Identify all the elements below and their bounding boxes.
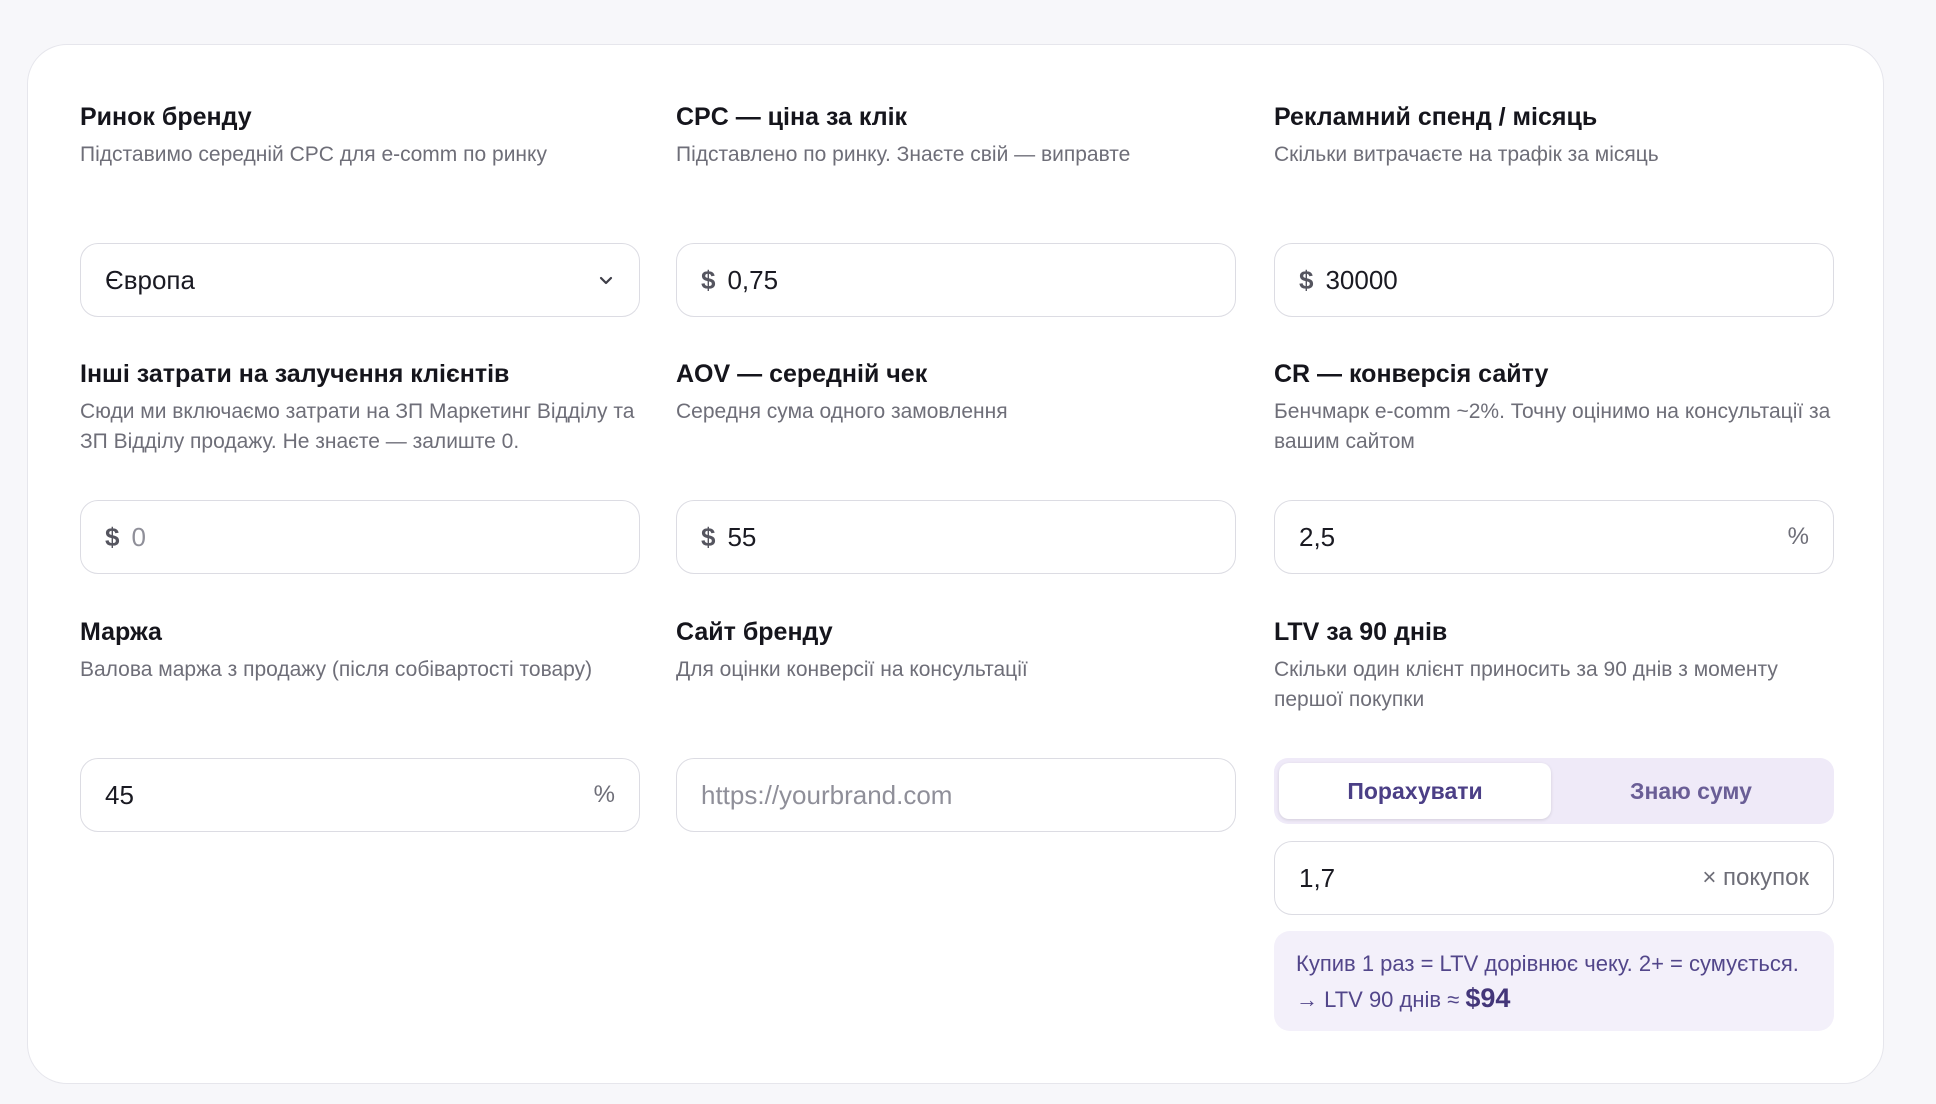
input-prefix: $: [1299, 264, 1314, 295]
input-value: 30000: [1325, 264, 1398, 295]
field-description: Підставимо середній CPC для e-comm по ри…: [80, 143, 547, 166]
field-label: Рекламний спенд / місяць: [1274, 103, 1598, 131]
field-label: CPC — ціна за клік: [676, 103, 908, 131]
text-input[interactable]: https://yourbrand.com: [676, 758, 1236, 832]
input-value: 2,5: [1299, 521, 1336, 552]
input-suffix: %: [1787, 523, 1809, 550]
input-value: 55: [727, 521, 757, 552]
note-result: $94: [1465, 983, 1511, 1013]
input-prefix: $: [701, 521, 716, 552]
input-prefix: $: [105, 521, 120, 552]
input-value: Європа: [105, 264, 195, 295]
input-prefix: $: [701, 264, 716, 295]
field-label: Інші затрати на залучення клієнтів: [80, 360, 510, 388]
field-label: Маржа: [80, 618, 162, 646]
field-label: Ринок бренду: [80, 103, 252, 131]
field-description: Середня сума одного замовлення: [676, 400, 1008, 423]
input-placeholder: 0: [131, 521, 146, 552]
field-label: LTV за 90 днів: [1274, 618, 1448, 646]
field-label: CR — конверсія сайту: [1274, 360, 1549, 388]
tab-button[interactable]: Знаю суму: [1630, 777, 1752, 804]
field-description: Сюди ми включаємо затрати на ЗП Маркетин…: [80, 400, 635, 453]
field-description: Підставлено по ринку. Знаєте свій — випр…: [676, 143, 1131, 166]
text-input[interactable]: $0,75: [676, 243, 1236, 317]
note-text: Купив 1 раз = LTV дорівнює чеку. 2+ = су…: [1296, 951, 1799, 1012]
input-suffix: %: [593, 781, 615, 808]
text-input[interactable]: 1,7 × покупок: [1274, 841, 1834, 915]
text-input[interactable]: $0: [80, 500, 640, 574]
input-value: 45: [105, 779, 134, 810]
input-value: 1,7: [1299, 862, 1336, 893]
input-value: 0,75: [727, 264, 779, 295]
field-label: AOV — середній чек: [676, 360, 928, 388]
input-placeholder: https://yourbrand.com: [701, 779, 953, 810]
input-suffix: × покупок: [1702, 864, 1809, 891]
info-note: Купив 1 раз = LTV дорівнює чеку. 2+ = су…: [1274, 931, 1834, 1031]
field-description: Скільки один клієнт приносить за 90 днів…: [1274, 658, 1778, 711]
field-description: Для оцінки конверсії на консультації: [676, 658, 1028, 681]
text-input[interactable]: 45%: [80, 758, 640, 832]
chevron-icon: [599, 276, 613, 285]
form-card: Ринок бренду Підставимо середній CPC для …: [27, 44, 1884, 1084]
text-input[interactable]: $55: [676, 500, 1236, 574]
field-label: Сайт бренду: [676, 618, 833, 646]
text-input[interactable]: $30000: [1274, 243, 1834, 317]
segmented-control: Порахувати Знаю суму: [1274, 758, 1834, 824]
field-description: Бенчмарк e-comm ~2%. Точну оцінимо на ко…: [1274, 400, 1831, 453]
tab-button[interactable]: Порахувати: [1279, 763, 1551, 819]
select[interactable]: Європа: [80, 243, 640, 317]
field-description: Скільки витрачаєте на трафік за місяць: [1274, 143, 1659, 166]
text-input[interactable]: 2,5%: [1274, 500, 1834, 574]
field-description: Валова маржа з продажу (після собівартос…: [80, 658, 593, 681]
